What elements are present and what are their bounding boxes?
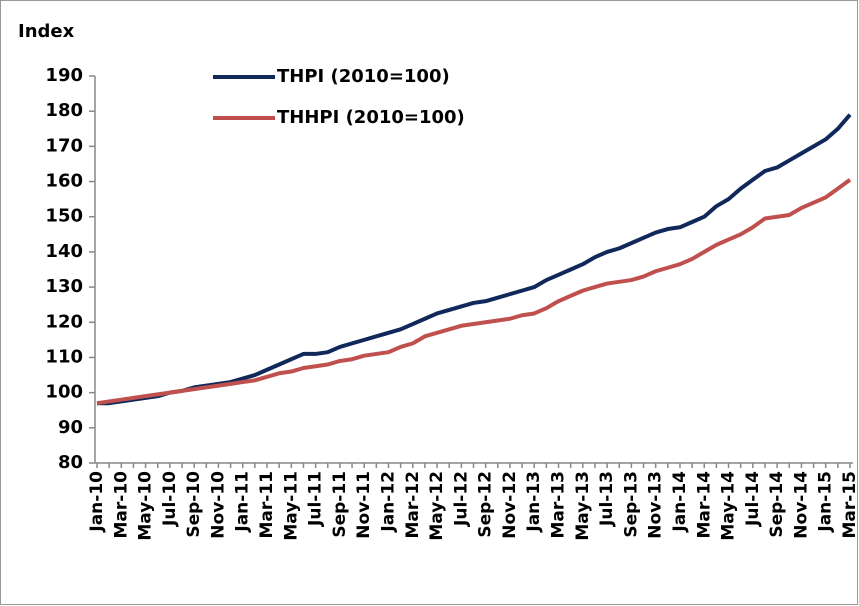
series-line (96, 178, 852, 406)
y-tick-label: 80 (58, 452, 83, 473)
x-tick-label: Jan-11 (233, 471, 253, 533)
x-tick-label: Mar-15 (840, 471, 859, 539)
y-tick-label: 130 (45, 276, 83, 297)
x-tick-label: Sep-11 (330, 471, 350, 538)
x-tick-label: May-12 (427, 471, 447, 541)
x-tick-label: Jan-10 (87, 471, 107, 533)
y-tick-label: 160 (45, 171, 83, 192)
x-tick-label: May-14 (719, 471, 739, 541)
y-tick-label: 110 (45, 346, 83, 367)
y-tick-label: 170 (45, 135, 83, 156)
y-tick-label: 120 (45, 311, 83, 332)
x-tick-label: Jan-14 (670, 471, 690, 533)
y-tick-label: 90 (58, 417, 83, 438)
x-tick-label: Jan-15 (816, 471, 836, 533)
y-tick-label: 190 (45, 65, 83, 86)
x-tick-label: Mar-11 (257, 471, 277, 539)
x-tick-label: Jan-12 (378, 471, 398, 533)
x-tick-label: Sep-13 (621, 471, 641, 538)
x-tick-label: Jul-11 (306, 471, 326, 527)
x-tick-label: May-10 (136, 471, 156, 541)
x-tick-label: Nov-10 (208, 471, 228, 539)
x-tick-label: Nov-13 (646, 471, 666, 539)
x-tick-label: Sep-12 (476, 471, 496, 538)
x-tick-label: Mar-12 (403, 471, 423, 539)
x-tick-label: Sep-10 (184, 471, 204, 538)
x-tick-label: Jan-13 (524, 471, 544, 533)
x-tick-label: Jul-12 (451, 471, 471, 527)
x-tick-label: Mar-10 (111, 471, 131, 539)
legend-label: THPI (2010=100) (277, 66, 450, 87)
x-tick-label: Sep-14 (767, 471, 787, 538)
x-tick-label: May-11 (281, 471, 301, 541)
legend-label: THHPI (2010=100) (277, 107, 465, 128)
y-tick-label: 140 (45, 241, 83, 262)
y-tick-label: 180 (45, 100, 83, 121)
x-tick-label: Jul-14 (743, 471, 763, 527)
y-tick-label: 150 (45, 206, 83, 227)
x-tick-label: Nov-12 (500, 471, 520, 539)
y-axis-label: Index (18, 21, 75, 42)
x-tick-label: Jul-10 (160, 471, 180, 527)
x-tick-label: Mar-14 (694, 471, 714, 539)
x-tick-label: May-13 (573, 471, 593, 541)
x-tick-label: Nov-11 (354, 471, 374, 539)
x-tick-label: Jul-13 (597, 471, 617, 527)
y-tick-label: 100 (45, 382, 83, 403)
x-tick-label: Nov-14 (791, 471, 811, 539)
x-tick-label: Mar-13 (549, 471, 569, 539)
